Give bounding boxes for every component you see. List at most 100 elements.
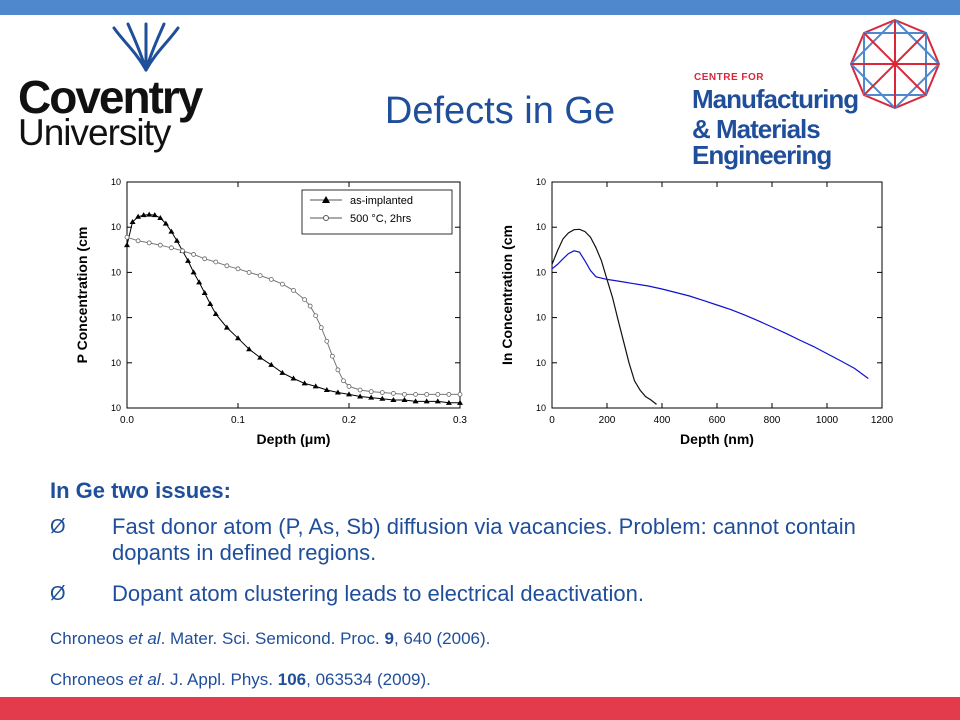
data-point-triangle <box>190 269 197 275</box>
data-point-triangle <box>196 279 203 285</box>
y-tick-label: 10 <box>536 313 546 323</box>
bullet-arrow-icon: Ø <box>50 583 66 605</box>
x-tick-label: 0 <box>549 415 555 426</box>
data-point-triangle <box>412 398 419 404</box>
x-tick-label: 800 <box>764 415 781 426</box>
data-point-triangle <box>445 399 452 405</box>
data-point-triangle <box>151 212 158 218</box>
y-tick-label: 10 <box>536 403 546 413</box>
data-point-circle <box>324 338 330 344</box>
data-point-triangle <box>457 399 463 405</box>
series-line-1 <box>126 236 460 395</box>
issues-heading: In Ge two issues: <box>50 478 231 503</box>
data-point-triangle <box>185 257 192 263</box>
y-axis-label: In Concentration (cm <box>499 225 515 365</box>
data-point-triangle <box>379 395 386 401</box>
y-tick-label: 10 <box>111 313 121 323</box>
series-line-1 <box>551 250 869 379</box>
data-point-circle <box>279 281 285 287</box>
data-point-circle <box>235 266 241 272</box>
data-point-circle <box>157 242 163 248</box>
data-point-triangle <box>207 300 214 306</box>
data-point-triangle <box>268 361 275 367</box>
data-point-triangle <box>168 228 175 234</box>
y-tick-label: 10 <box>111 222 121 232</box>
logo-coventry-text: Coventry <box>18 71 203 123</box>
data-point-circle <box>213 259 219 265</box>
x-tick-label: 200 <box>599 415 616 426</box>
data-point-triangle <box>390 397 397 403</box>
data-point-circle <box>457 391 463 397</box>
data-point-triangle <box>301 380 308 386</box>
y-tick-label: 10 <box>111 267 121 277</box>
data-point-circle <box>379 390 385 395</box>
plot-frame <box>551 181 883 409</box>
data-point-circle <box>302 297 308 303</box>
coventry-university-logo: Coventry University <box>14 22 204 151</box>
data-point-triangle <box>368 394 375 400</box>
legend-label-1: 500 °C, 2hrs <box>350 213 412 225</box>
data-point-circle <box>224 263 230 269</box>
data-point-triangle <box>346 391 352 397</box>
plot-frame <box>126 181 461 409</box>
data-point-circle <box>413 391 419 397</box>
data-point-circle <box>318 325 324 331</box>
data-point-circle <box>446 391 452 397</box>
data-point-circle <box>268 277 274 282</box>
y-tick-label: 10 <box>536 177 546 187</box>
data-point-triangle <box>235 335 241 341</box>
reference-1: Chroneos et al. Mater. Sci. Semicond. Pr… <box>50 629 491 648</box>
data-point-triangle <box>201 290 208 296</box>
x-axis-label: Depth (nm) <box>680 431 754 447</box>
legend-box <box>301 189 453 235</box>
data-point-circle <box>257 273 263 278</box>
data-point-circle <box>124 234 130 240</box>
y-tick-label: 10 <box>111 358 121 368</box>
series-line-0 <box>551 228 657 405</box>
x-tick-label: 1000 <box>816 415 839 426</box>
data-point-triangle <box>173 237 180 243</box>
x-tick-label: 0.3 <box>453 415 467 426</box>
x-tick-label: 600 <box>709 415 726 426</box>
data-point-circle <box>191 252 197 257</box>
x-tick-label: 0.2 <box>342 415 356 426</box>
star-polygon-icon <box>849 18 941 110</box>
data-point-circle <box>402 391 407 397</box>
data-point-triangle <box>357 393 364 399</box>
x-tick-label: 0.0 <box>120 415 134 426</box>
data-point-circle <box>329 353 335 359</box>
data-point-triangle <box>290 375 297 381</box>
logo-centre-for-text: CENTRE FOR <box>694 72 764 83</box>
bullet-clustering: Dopant atom clustering leads to electric… <box>112 581 644 606</box>
bullet-arrow-icon: Ø <box>50 516 66 538</box>
data-point-circle <box>246 270 252 275</box>
data-point-triangle <box>135 213 142 219</box>
cmme-logo: CENTRE FOR Manufacturing & Materials Eng… <box>690 14 952 168</box>
x-tick-label: 400 <box>654 415 671 426</box>
y-tick-label: 10 <box>111 403 121 413</box>
y-tick-label: 10 <box>536 267 546 277</box>
data-point-circle <box>435 391 441 397</box>
data-point-triangle <box>434 398 441 404</box>
bottom-accent-bar <box>0 697 960 720</box>
data-point-circle <box>368 389 374 395</box>
data-point-circle <box>341 378 346 384</box>
x-axis-label: Depth (μm) <box>257 431 331 447</box>
slide-title: Defects in Ge <box>384 90 616 132</box>
data-point-triangle <box>257 354 264 360</box>
data-point-circle <box>169 245 174 251</box>
data-point-triangle <box>124 242 130 248</box>
p-concentration-chart: 0.00.10.20.3101610171018101910201021Dept… <box>74 177 467 447</box>
x-tick-label: 0.1 <box>231 415 245 426</box>
y-tick-label: 10 <box>111 177 121 187</box>
phoenix-icon <box>112 22 180 72</box>
legend-marker-circle <box>323 215 329 221</box>
data-point-circle <box>346 384 352 389</box>
data-point-circle <box>357 387 363 393</box>
bullet-diffusion: Fast donor atom (P, As, Sb) diffusion vi… <box>112 514 856 565</box>
data-point-triangle <box>334 389 341 395</box>
data-point-triangle <box>129 219 136 225</box>
data-point-triangle <box>146 211 153 217</box>
data-point-triangle <box>246 346 253 352</box>
data-point-triangle <box>157 214 164 220</box>
